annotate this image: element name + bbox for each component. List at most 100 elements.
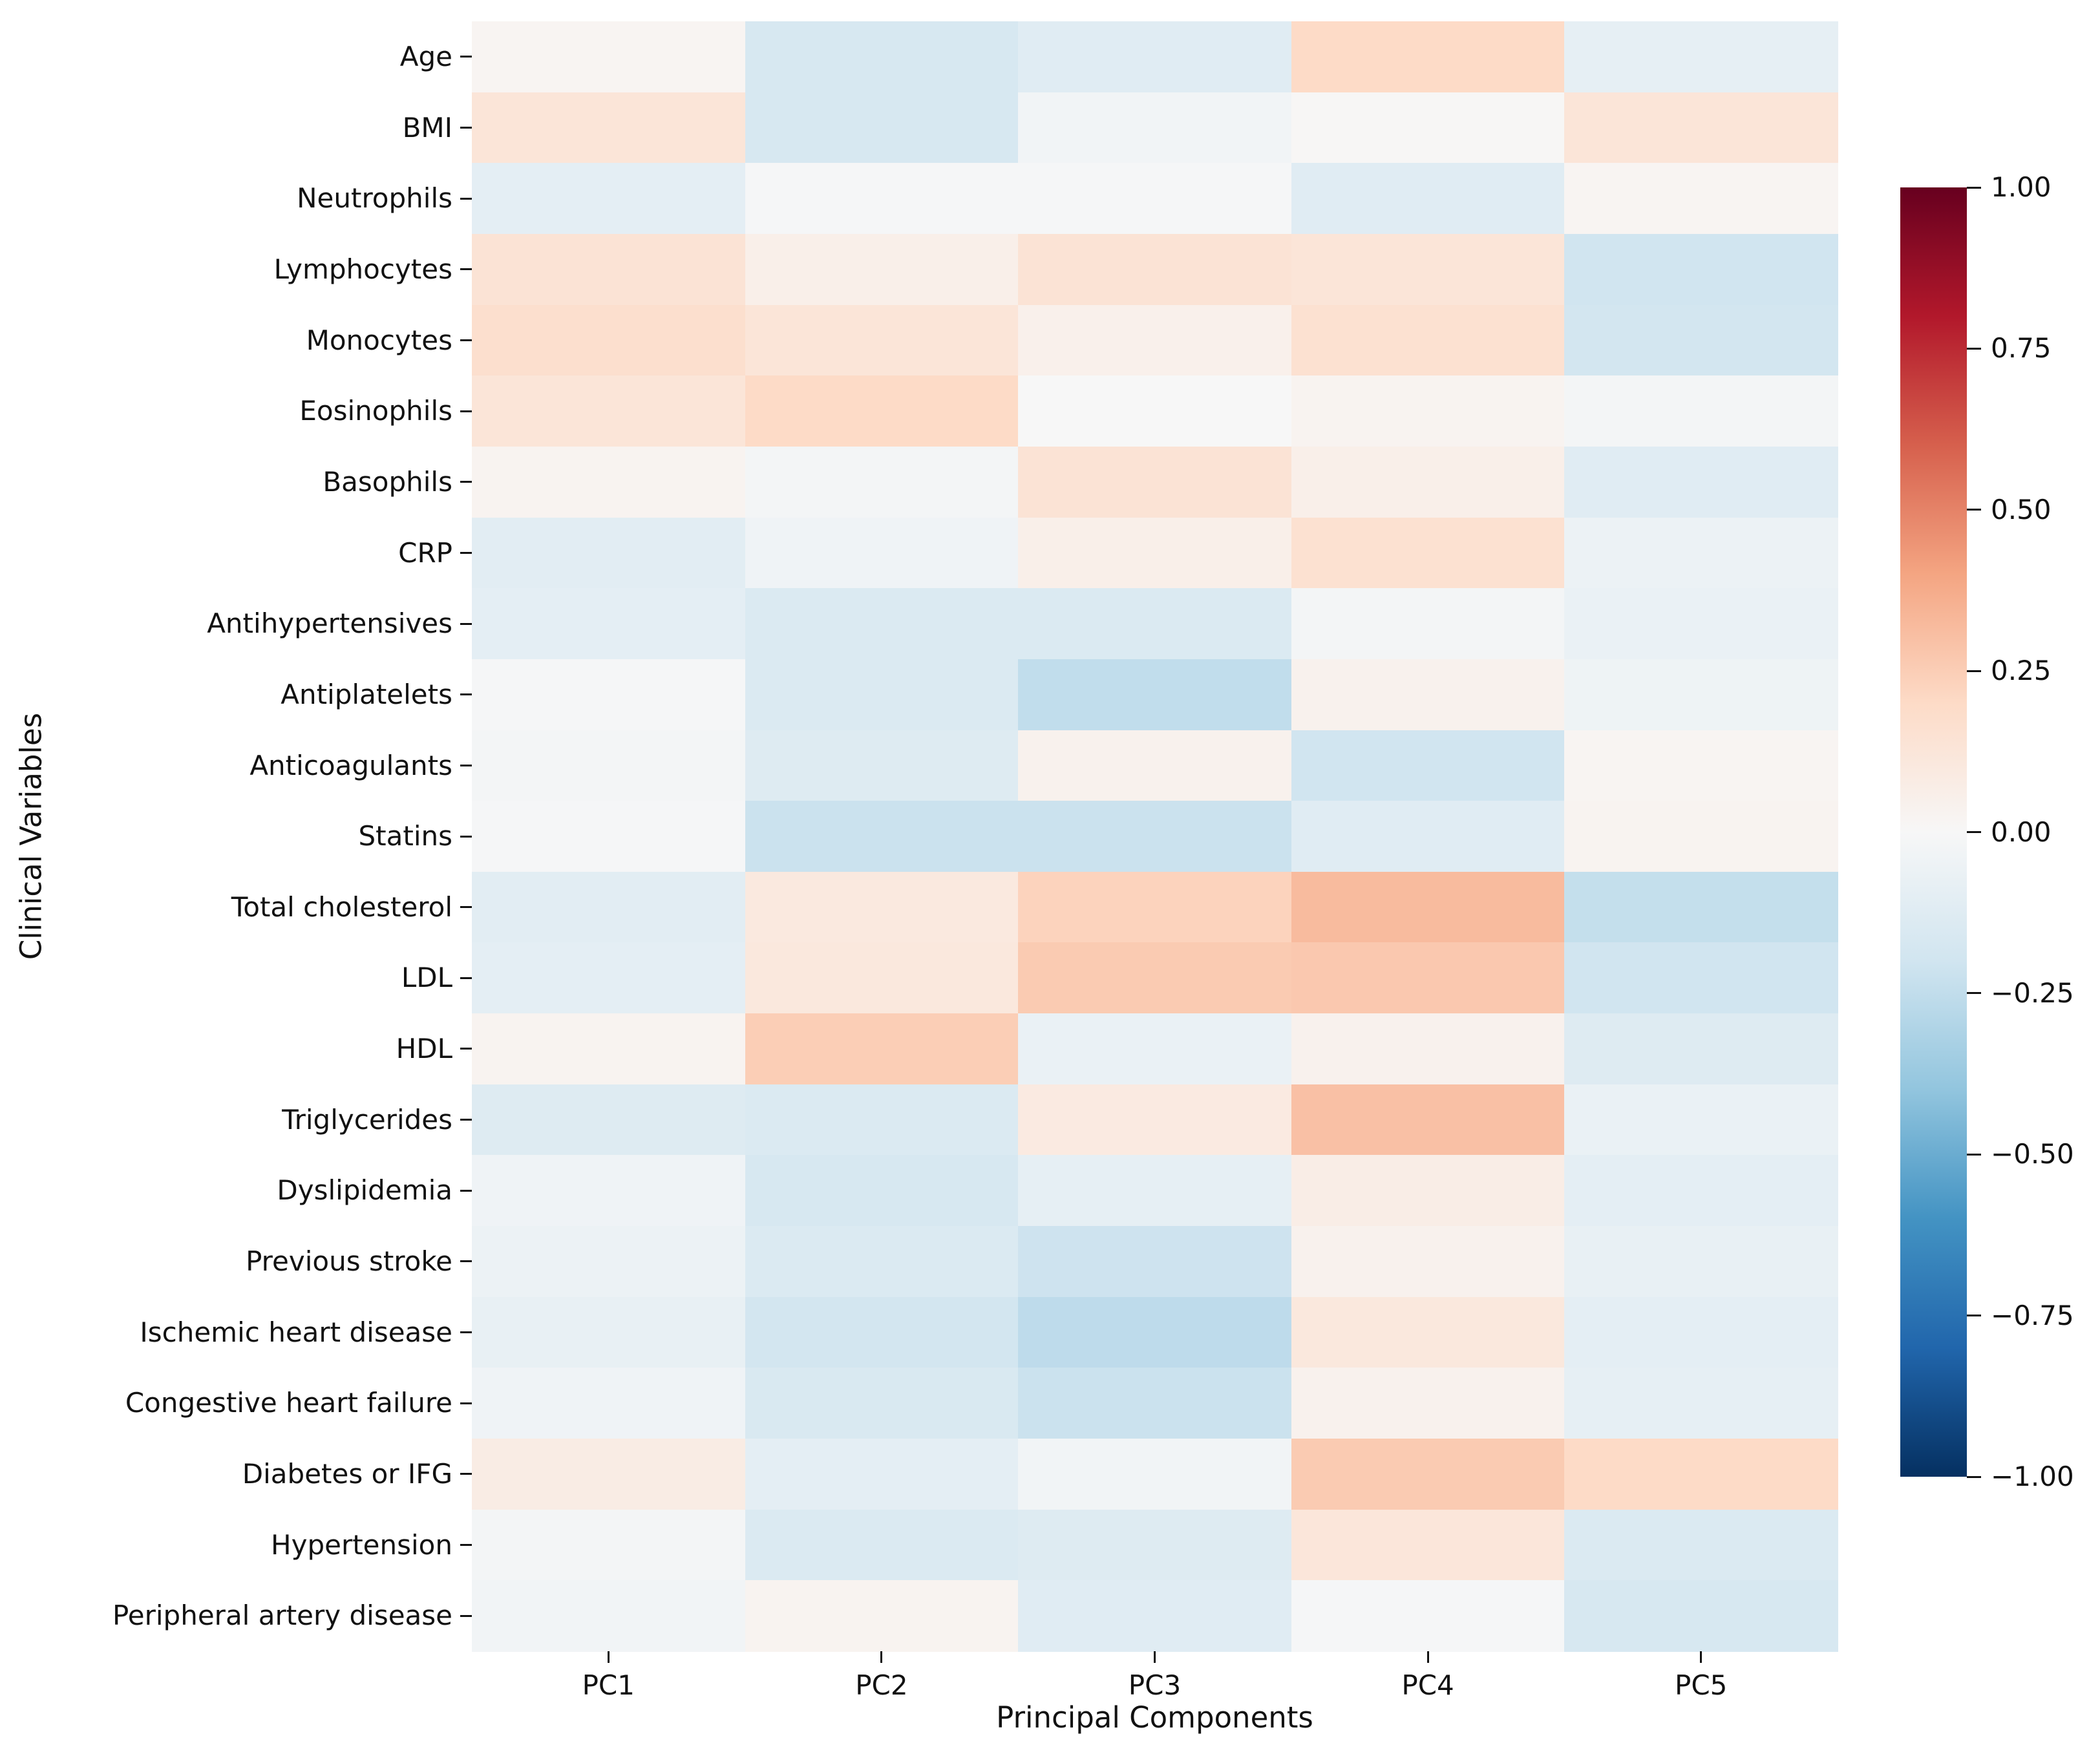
heatmap-cell — [1291, 21, 1565, 93]
heatmap-cell — [1291, 1084, 1565, 1156]
heatmap-cell — [1291, 1155, 1565, 1227]
heatmap-cell — [1018, 730, 1292, 801]
y-tick-mark — [460, 1189, 472, 1192]
x-tick-mark — [1700, 1651, 1702, 1663]
heatmap-cell — [1291, 1368, 1565, 1439]
heatmap-cell — [1291, 92, 1565, 164]
heatmap-cell — [472, 1580, 746, 1652]
y-tick-label: Total cholesterol — [231, 891, 452, 923]
colorbar-tick-mark — [1967, 1153, 1981, 1156]
colorbar-tick-label: −0.50 — [1991, 1138, 2074, 1170]
heatmap-cell — [1564, 1580, 1838, 1652]
colorbar-tick-mark — [1967, 186, 1981, 189]
x-tick-mark — [880, 1651, 883, 1663]
heatmap-cell — [1291, 1296, 1565, 1368]
y-tick-mark — [460, 977, 472, 979]
heatmap-cell — [1018, 163, 1292, 235]
heatmap-cell — [1564, 446, 1838, 518]
y-tick-label: Eosinophils — [299, 395, 452, 427]
x-tick-label: PC5 — [1675, 1669, 1728, 1701]
heatmap-cell — [745, 1368, 1019, 1439]
y-tick-mark — [460, 197, 472, 200]
heatmap-cell — [745, 375, 1019, 447]
heatmap-cell — [472, 871, 746, 944]
heatmap-cell — [1018, 233, 1292, 306]
heatmap-cell — [1291, 1509, 1565, 1581]
colorbar-tick-mark — [1967, 347, 1981, 350]
x-tick-label: PC2 — [855, 1669, 908, 1701]
x-tick-label: PC4 — [1401, 1669, 1454, 1701]
heatmap-cell — [1018, 1580, 1292, 1652]
heatmap-cell — [745, 1013, 1019, 1085]
colorbar-tick-label: −0.25 — [1991, 977, 2074, 1009]
heatmap-cell — [1564, 233, 1838, 306]
heatmap-cell — [472, 1509, 746, 1581]
heatmap-cell — [745, 233, 1019, 306]
y-tick-label: Neutrophils — [297, 182, 452, 215]
x-tick-label: PC3 — [1128, 1669, 1182, 1701]
heatmap-cell — [1564, 1509, 1838, 1581]
y-tick-mark — [460, 835, 472, 838]
heatmap-cell — [1564, 1226, 1838, 1298]
heatmap-cell — [472, 1439, 746, 1510]
y-tick-label: Antihypertensives — [207, 607, 452, 640]
heatmap-cell — [745, 588, 1019, 660]
colorbar-tick-mark — [1967, 670, 1981, 672]
heatmap-cell — [1018, 92, 1292, 164]
y-tick-label: CRP — [398, 536, 452, 569]
x-tick-mark — [1427, 1651, 1429, 1663]
heatmap-cell — [472, 1296, 746, 1368]
y-tick-mark — [460, 126, 472, 129]
heatmap-cell — [1018, 1368, 1292, 1439]
heatmap-cell — [745, 871, 1019, 944]
heatmap-cell — [1291, 163, 1565, 235]
heatmap-cell — [1018, 1013, 1292, 1085]
heatmap-cell — [1564, 517, 1838, 589]
x-tick-mark — [607, 1651, 610, 1663]
heatmap-cell — [1291, 517, 1565, 589]
y-tick-label: LDL — [401, 962, 452, 994]
heatmap-cell — [1018, 1084, 1292, 1156]
heatmap-cell — [1564, 730, 1838, 801]
y-tick-label: Antiplatelets — [281, 678, 452, 710]
heatmap-cell — [472, 446, 746, 518]
heatmap-cell — [745, 659, 1019, 731]
y-tick-label: Triglycerides — [282, 1103, 452, 1136]
heatmap-cell — [1018, 801, 1292, 872]
heatmap-cell — [1291, 588, 1565, 660]
y-tick-label: Hypertension — [271, 1528, 452, 1561]
heatmap-cell — [745, 92, 1019, 164]
heatmap-cell — [745, 1084, 1019, 1156]
heatmap-cell — [745, 1580, 1019, 1652]
y-tick-label: Anticoagulants — [249, 749, 452, 781]
colorbar-tick-mark — [1967, 1315, 1981, 1317]
y-tick-mark — [460, 268, 472, 271]
y-tick-mark — [460, 481, 472, 483]
heatmap-cell — [1018, 375, 1292, 447]
y-tick-mark — [460, 906, 472, 909]
y-tick-label: HDL — [396, 1033, 452, 1065]
heatmap-cell — [745, 1296, 1019, 1368]
y-tick-mark — [460, 410, 472, 412]
heatmap-cell — [1291, 446, 1565, 518]
heatmap-cell — [1564, 659, 1838, 731]
y-tick-mark — [460, 1614, 472, 1617]
y-tick-mark — [460, 693, 472, 696]
heatmap-cell — [1018, 588, 1292, 660]
colorbar — [1900, 187, 1967, 1477]
x-axis-title: Principal Components — [996, 1700, 1313, 1735]
y-tick-mark — [460, 764, 472, 766]
heatmap-cell — [1564, 1155, 1838, 1227]
y-tick-label: Basophils — [323, 465, 452, 498]
heatmap-cell — [745, 1155, 1019, 1227]
heatmap-cell — [472, 92, 746, 164]
heatmap-cell — [472, 659, 746, 731]
heatmap-cell — [1291, 659, 1565, 731]
heatmap-cell — [1291, 801, 1565, 872]
heatmap-cell — [1291, 1580, 1565, 1652]
heatmap-cell — [1291, 871, 1565, 944]
heatmap-cell — [472, 942, 746, 1014]
heatmap-cell — [1018, 304, 1292, 376]
heatmap-cell — [472, 801, 746, 872]
